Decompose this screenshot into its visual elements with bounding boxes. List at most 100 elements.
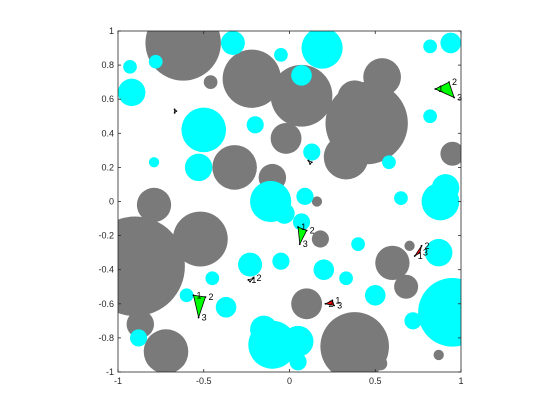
cyan-disk-point (423, 109, 437, 124)
triangle-vertex (324, 302, 327, 305)
triangle-vertex (249, 280, 251, 283)
cyan-disk-point (291, 65, 312, 86)
triangle-vertex (418, 251, 421, 254)
cyan-disk-point (404, 312, 422, 330)
cyan-disk-point (248, 320, 297, 369)
triangle-vertex (173, 108, 176, 111)
triangle-vertex (305, 229, 308, 232)
cyan-disk-point (220, 31, 245, 55)
gray-disk-point (323, 134, 369, 180)
y-tick-label: 0.6 (101, 94, 114, 104)
triangle-vertex-label: 3 (303, 239, 308, 249)
cyan-disk-point (431, 174, 460, 202)
triangle-vertex (420, 244, 423, 247)
cyan-disk-point (440, 32, 461, 54)
triangle-vertex (297, 226, 299, 228)
x-tick-label: -0.5 (196, 376, 212, 386)
triangle-vertex (434, 88, 437, 90)
triangle-vertex-label: 3 (202, 312, 207, 322)
x-tick-label: 1 (458, 376, 463, 386)
triangle-vertex (247, 279, 250, 281)
cyan-disk-point (339, 271, 353, 286)
triangle-vertex (448, 81, 450, 84)
gray-disk-point (136, 187, 172, 223)
green-triangle (192, 294, 206, 319)
red-triangle (414, 245, 422, 257)
triangle-vertex-label: 1 (335, 295, 340, 305)
cyan-disk-point (130, 329, 148, 347)
y-tick-label: -0.2 (98, 231, 114, 241)
gray-disk-point (373, 356, 388, 371)
triangle-vertex-label: 2 (425, 241, 430, 251)
y-tick-label: -0.8 (98, 333, 114, 343)
triangle-vertex (307, 159, 310, 162)
cyan-disk-point (272, 252, 290, 270)
cyan-disk-point (205, 271, 220, 286)
triangle-vertex-label: 2 (329, 299, 334, 309)
small-black-triangle (174, 108, 177, 114)
cyan-disk-point (303, 143, 321, 161)
y-tick-label: -0.4 (98, 265, 114, 275)
triangle-vertex-label: 2 (208, 292, 213, 302)
triangle-vertex (331, 299, 334, 302)
cyan-disk-point (118, 78, 146, 107)
triangle-vertex (453, 96, 456, 99)
triangle-vertex (333, 304, 335, 307)
y-tick-label: 1 (109, 26, 114, 36)
cyan-disk-point (148, 157, 160, 168)
gray-disk-point (440, 141, 461, 166)
cyan-disk-point (313, 259, 335, 280)
cyan-disk-point (418, 278, 461, 347)
cyan-disk-point (274, 203, 295, 224)
cyan-disk-point (423, 39, 437, 54)
cyan-disk-point (364, 284, 386, 306)
green-triangle (434, 81, 455, 99)
small-black-triangle (247, 277, 254, 283)
y-axis: -1 -0.8 -0.6 -0.4 -0.2 0 0.2 0.4 0.6 0.8 1 (98, 26, 461, 377)
gray-disk-point (320, 312, 389, 372)
gray-disk-point (311, 230, 329, 248)
y-tick-label: 0.4 (101, 128, 114, 138)
cyan-disk-point (382, 155, 396, 170)
y-tick-label: -0.6 (98, 299, 114, 309)
triangle-vertex-label: 2 (452, 77, 457, 87)
gray-disk-point (270, 122, 302, 154)
small-black-triangle (307, 159, 313, 165)
x-axis: -1 -0.5 0 0.5 1 (114, 31, 464, 386)
triangle-vertex (298, 243, 301, 246)
triangle-vertex (175, 110, 178, 113)
triangle-vertex (204, 296, 207, 298)
triangle-vertex-label: 3 (457, 92, 462, 102)
cyan-disk-point (215, 296, 237, 318)
triangle-vertex (192, 294, 195, 297)
gray-disk-point (118, 216, 185, 317)
x-tick-label: 0.5 (369, 376, 382, 386)
y-tick-label: 0 (109, 197, 114, 207)
gray-disk-point (311, 196, 323, 207)
x-tick-label: -1 (114, 376, 122, 386)
gray-disk-point (222, 49, 281, 108)
gray-disk-point (203, 75, 218, 90)
cyan-disk-point (238, 252, 263, 277)
triangle-vertex (197, 316, 200, 319)
red-triangle (324, 299, 335, 307)
cyan-disk-point (274, 48, 288, 62)
triangle-vertex-label: 1 (251, 275, 256, 285)
triangle-vertex-label: 2 (310, 225, 315, 235)
triangle-vertex-label: 2 (256, 273, 261, 283)
gray-disk-point (363, 58, 401, 96)
cyan-disk-point (351, 237, 365, 251)
gray-disk-point (270, 64, 333, 127)
green-triangle (297, 226, 308, 246)
y-tick-label: -1 (106, 367, 114, 377)
gray-disk-point (337, 80, 372, 115)
x-tick-label: 0 (287, 376, 292, 386)
cyan-disk-point (289, 353, 307, 371)
gray-disk-point (172, 211, 228, 267)
gray-disk-point (375, 245, 410, 281)
triangle-vertex (252, 277, 255, 280)
cyan-disk-point (296, 187, 314, 205)
y-tick-label: 0.8 (101, 60, 114, 70)
gray-disk-point (212, 145, 257, 190)
